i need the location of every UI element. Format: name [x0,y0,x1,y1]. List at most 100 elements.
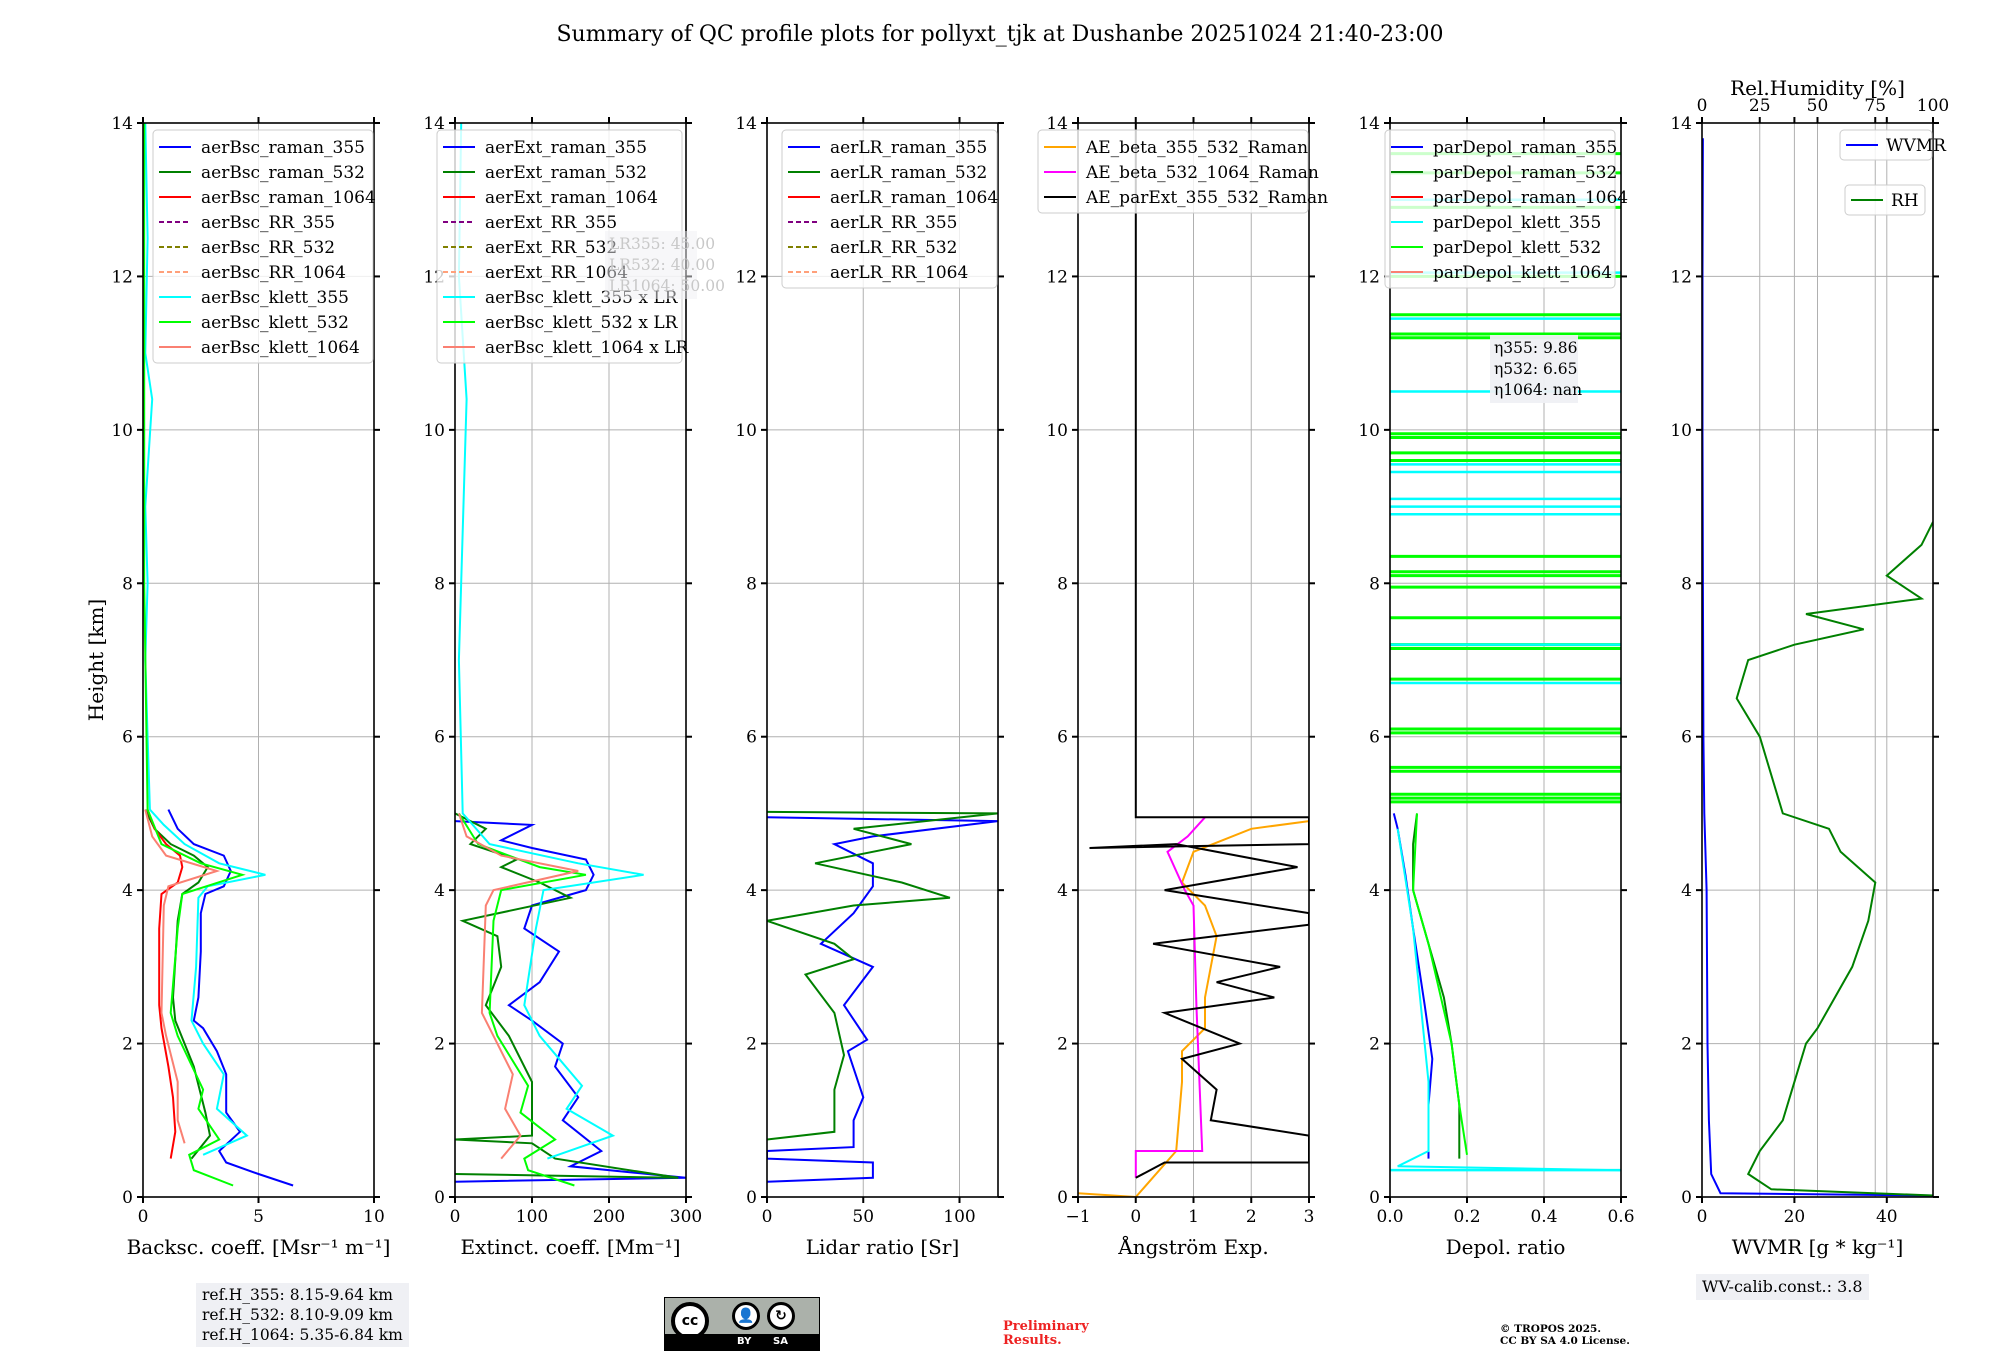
x-tick-label: 5 [253,1207,264,1227]
series-line-parDepol_raman_532 [1412,813,1461,1159]
legend-box [1384,129,1616,289]
series-line-aerBsc_klett_355 [144,123,266,1156]
annotation-line: LR532: 40.00 [609,256,715,274]
legend-label: parDepol_klett_355 [1433,213,1601,233]
annotation-box [605,231,697,299]
x-tick-label: −1 [1065,1207,1090,1227]
legend-box [1037,129,1309,214]
x-tick-label: 0 [762,1207,773,1227]
ref-height-1064: ref.H_1064: 5.35-6.84 km [202,1326,403,1344]
x-tick-label: 0 [1130,1207,1141,1227]
eta-annotation: η355: 9.86 η532: 6.65 η1064: nan [1490,335,1582,403]
legend-label: aerLR_raman_1064 [830,188,998,208]
legend-label: parDepol_raman_1064 [1433,188,1628,208]
series-line-aerBsc_klett_532 [143,123,246,1187]
y-tick-label: 8 [746,574,757,594]
ref-height-532: ref.H_532: 8.10-9.09 km [202,1306,393,1324]
x-axis-label: Backsc. coeff. [Msr⁻¹ m⁻¹] [127,1235,391,1259]
y-tick-label: 2 [1681,1035,1692,1055]
y-axis-label: Height [km] [84,599,108,721]
y-tick-label: 4 [1057,881,1068,901]
legend-label: aerExt_raman_355 [485,138,647,158]
x-tick-label: 20 [1784,1207,1806,1227]
legend-label: aerBsc_RR_1064 [201,263,346,283]
axes-frame [454,122,687,1198]
x-axis-label: WVMR [g * kg⁻¹] [1732,1235,1904,1259]
attribution-icon: 👤 [732,1302,760,1330]
series-line-aerExt_raman_355 [455,820,686,1183]
y-tick-label: 14 [1358,114,1380,134]
series-group [455,123,686,1187]
series-group [1390,152,1621,1172]
wv-calibration-constant: WV-calib.const.: 3.8 [1696,1274,1869,1300]
copyright-line-1: © TROPOS 2025. [1500,1323,1602,1335]
legend: aerBsc_raman_355 aerBsc_raman_532 aerBsc_r… [152,129,376,364]
series-line-RH [1735,521,1933,1197]
annotation-line: η355: 9.86 [1494,339,1578,357]
legend-label: aerBsc_raman_1064 [201,188,376,208]
y-tick-label: 10 [423,421,445,441]
top-x-tick-label: 75 [1864,96,1886,116]
legend-label: RH [1891,191,1919,211]
license-badge-bar: BY SA [665,1334,819,1350]
series-line-aerBsc_klett_532 x LR [458,812,587,1187]
annotation-line: LR355: 45.00 [609,235,715,253]
x-tick-label: 3 [1304,1207,1315,1227]
series-line-aerBsc_klett_355 x LR [457,123,644,1160]
y-tick-label: 4 [122,881,133,901]
y-tick-label: 8 [1369,574,1380,594]
y-tick-label: 14 [1046,114,1068,134]
y-tick-label: 2 [1369,1035,1380,1055]
x-tick-label: 0.6 [1607,1207,1634,1227]
y-tick-label: 2 [122,1035,133,1055]
y-tick-label: 4 [434,881,445,901]
panel-depolarization: 0 2 4 6 8 10 12 14 0.0 0.2 0.4 0.6 Depol. ratio parDe… [1358,114,1634,1259]
y-tick-label: 12 [111,267,133,287]
y-tick-label: 10 [1670,421,1692,441]
y-tick-label: 12 [735,267,757,287]
legend-WVMR: WVMR [1839,129,1947,161]
panel-lidar-ratio: 0 2 4 6 8 10 12 14 0 50 100 Lidar ratio [Sr] aerLR_r… [735,114,1004,1259]
legend-label: AE_beta_532_1064_Raman [1085,163,1319,183]
legend-label: aerBsc_raman_532 [201,163,365,183]
x-tick-label: 0.0 [1376,1207,1403,1227]
legend-label: AE_beta_355_532_Raman [1085,138,1308,158]
y-tick-label: 6 [746,728,757,748]
legend-label: aerExt_raman_1064 [485,188,658,208]
series-line-aerLR_raman_355 [767,816,998,1183]
preliminary-line-2: Results. [1003,1333,1062,1348]
legend-box [1839,129,1933,161]
preliminary-line-1: Preliminary [1003,1319,1089,1334]
y-tick-label: 2 [434,1035,445,1055]
y-tick-label: 10 [1358,421,1380,441]
legend-label: aerExt_RR_532 [485,238,617,258]
y-tick-label: 14 [735,114,757,134]
y-tick-label: 8 [122,574,133,594]
legend-RH: RH [1844,184,1926,216]
panel-backscatter: 0 2 4 6 8 10 12 14 0 5 10 Backsc. coeff. [Msr⁻¹ m⁻¹… [84,114,390,1259]
top-x-tick-label: 50 [1807,96,1829,116]
annotation-box [1490,335,1578,403]
legend-label: parDepol_raman_532 [1433,163,1617,183]
x-tick-label: 0 [138,1207,149,1227]
x-tick-label: 50 [852,1207,874,1227]
cc-by-sa-license-badge: cc 👤 ↻ BY SA [664,1297,820,1351]
reference-heights-box: ref.H_355: 8.15-9.64 km ref.H_532: 8.10-… [196,1283,409,1347]
legend-label: aerBsc_klett_1064 [201,338,360,358]
legend-label: aerExt_RR_1064 [485,263,628,283]
legend-label: parDepol_raman_355 [1433,138,1617,158]
legend-box [1844,184,1926,216]
legend-label: aerLR_RR_532 [830,238,957,258]
y-tick-label: 6 [122,728,133,748]
series-line-aerBsc_raman_1064 [146,809,184,1159]
series-group [1078,123,1309,1197]
legend-label: aerBsc_RR_355 [201,213,335,233]
x-axis-label: Ångström Exp. [1117,1234,1268,1259]
y-tick-label: 4 [1369,881,1380,901]
legend-label: aerBsc_klett_355 [201,288,349,308]
series-line-aerBsc_klett_1064 [144,809,221,1144]
legend-box [152,129,374,364]
